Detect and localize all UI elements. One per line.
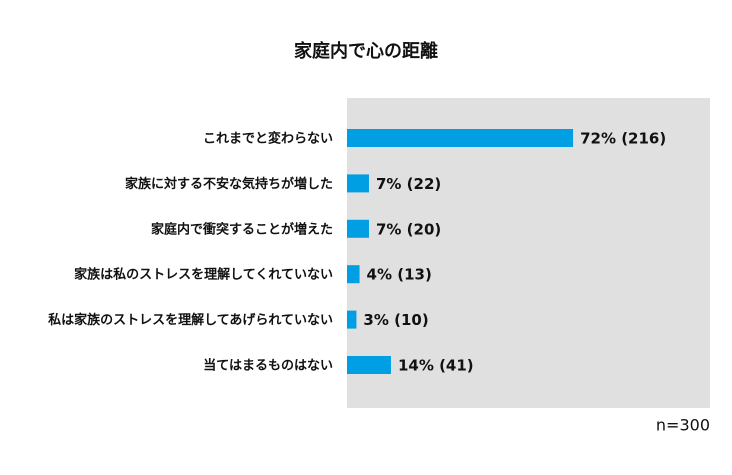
bar bbox=[347, 310, 357, 329]
category-label: 当てはまるものはない bbox=[203, 358, 333, 374]
plot-background bbox=[347, 98, 710, 408]
bar bbox=[347, 265, 360, 284]
value-label: 7% (20) bbox=[376, 220, 441, 238]
category-label: 家庭内で衝突することが増えた bbox=[151, 221, 333, 237]
value-label: 3% (10) bbox=[363, 311, 428, 329]
value-label: 4% (13) bbox=[367, 266, 432, 284]
value-label: 7% (22) bbox=[376, 175, 441, 193]
category-label: 私は家族のストレスを理解してあげられていない bbox=[48, 312, 333, 328]
bar bbox=[347, 174, 369, 193]
category-label: 家族に対する不安な気持ちが増した bbox=[125, 176, 333, 192]
bar bbox=[347, 219, 369, 238]
sample-size: n=300 bbox=[656, 416, 710, 435]
value-label: 72% (216) bbox=[580, 130, 666, 148]
category-label: これまでと変わらない bbox=[203, 131, 333, 147]
bar bbox=[347, 129, 574, 147]
chart-title: 家庭内で心の距離 bbox=[294, 40, 438, 62]
value-label: 14% (41) bbox=[398, 357, 474, 375]
bar bbox=[347, 356, 391, 374]
category-label: 家族は私のストレスを理解してくれていない bbox=[74, 267, 333, 283]
